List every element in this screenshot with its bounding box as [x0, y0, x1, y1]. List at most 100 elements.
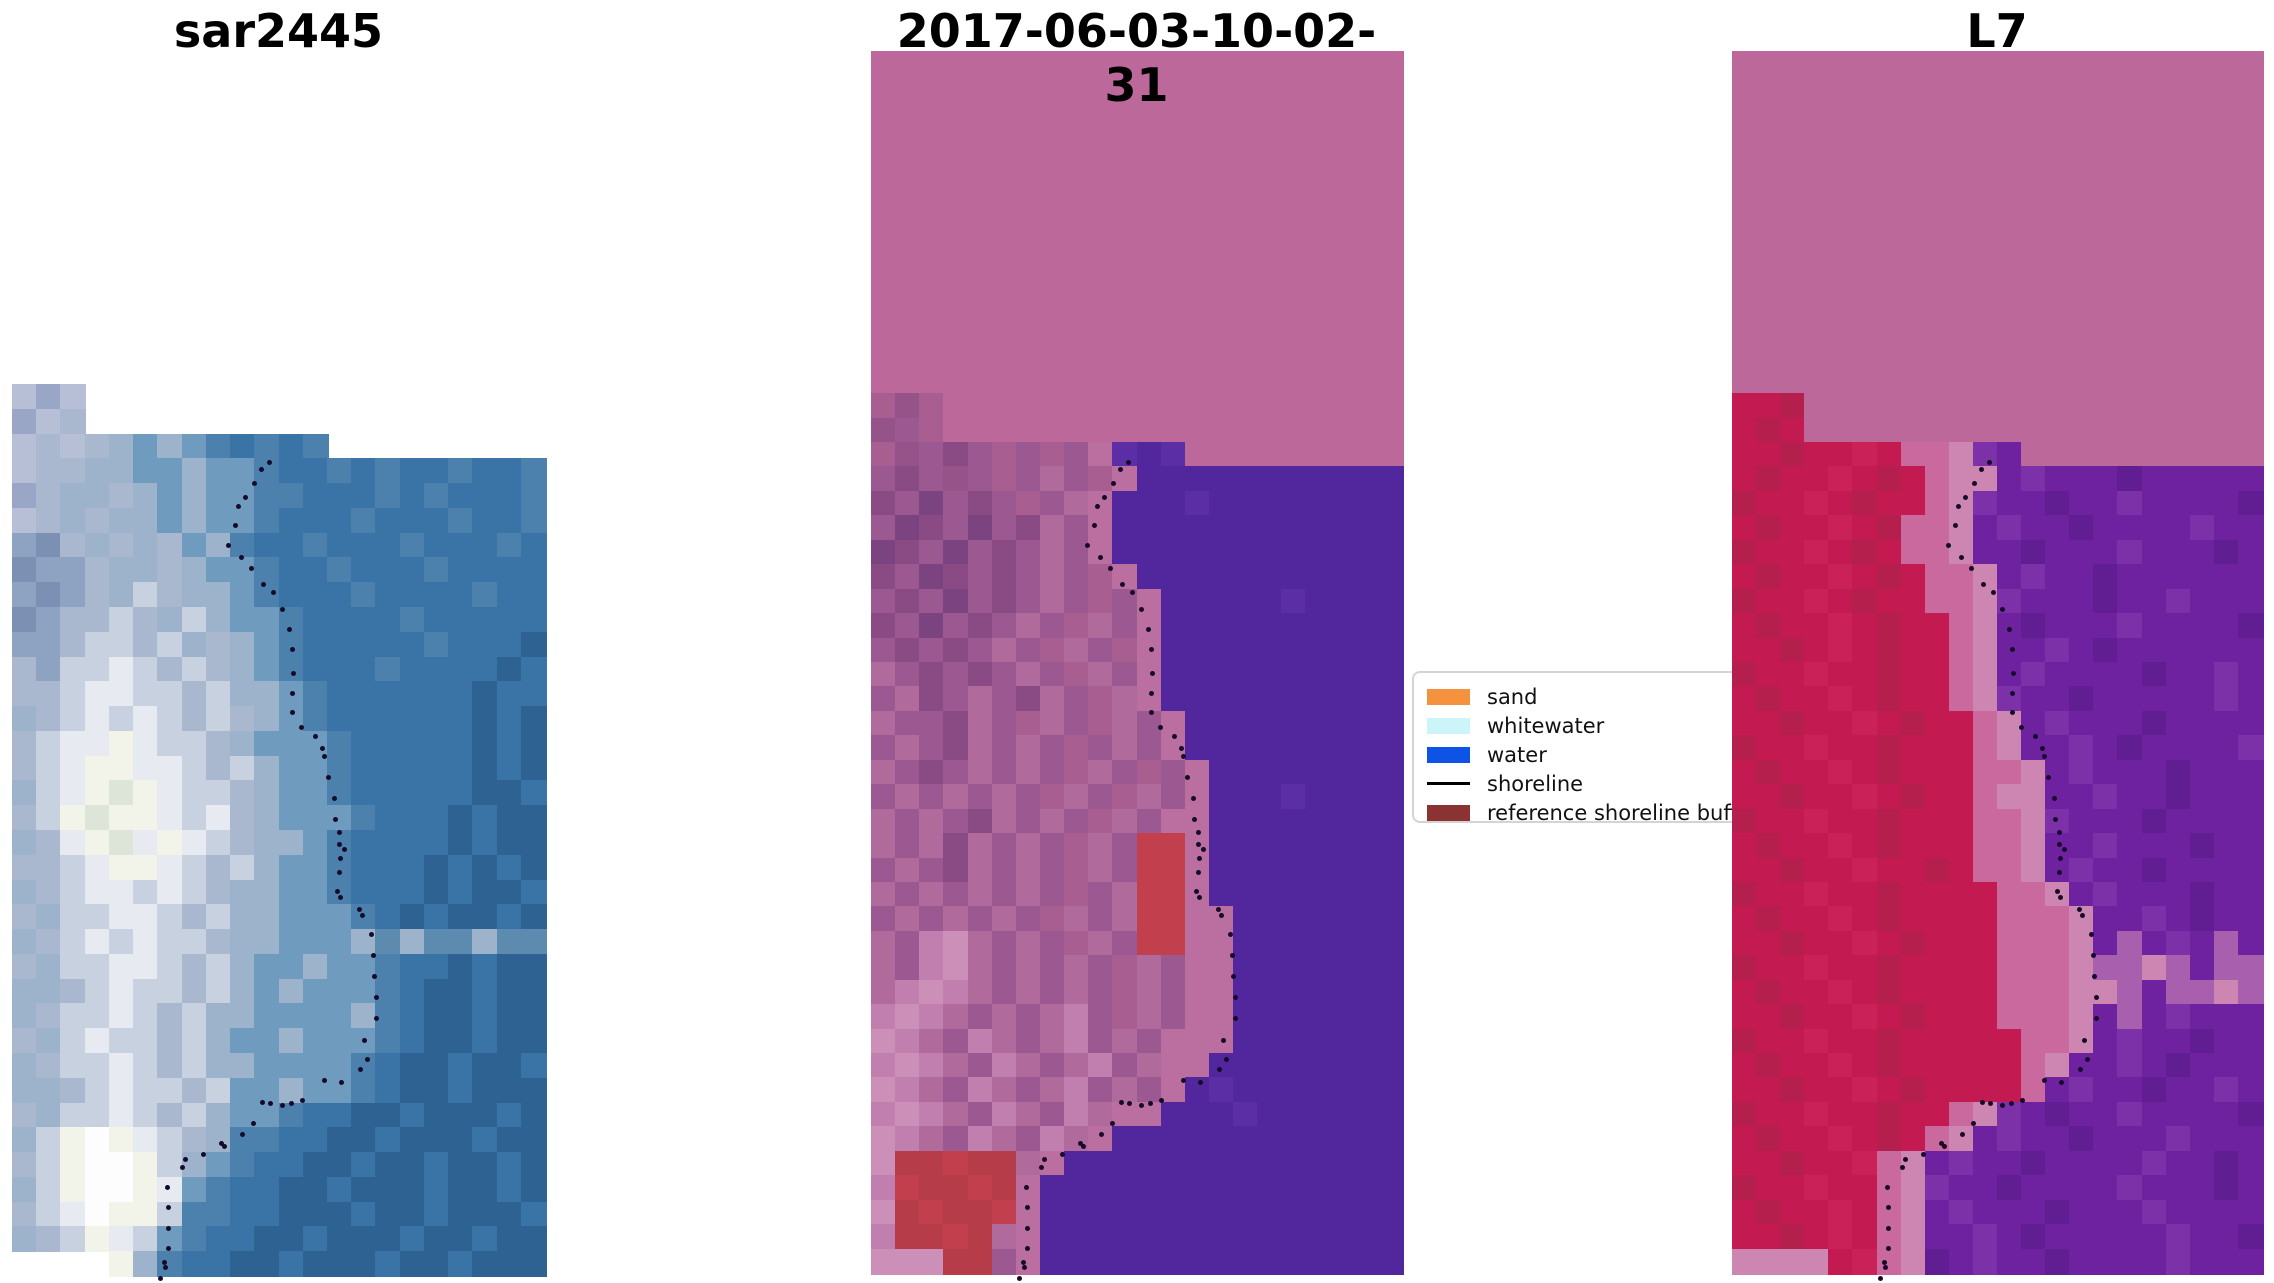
shoreline-dot: [1099, 1132, 1104, 1137]
shoreline-dot: [337, 842, 342, 847]
shoreline-dot: [1078, 1141, 1083, 1146]
shoreline-dot: [2082, 1038, 2087, 1043]
shoreline-dot: [372, 974, 377, 979]
shoreline-dot: [1120, 582, 1125, 587]
shoreline-dot: [1022, 1265, 1027, 1270]
shoreline-dot: [1111, 481, 1116, 486]
shoreline-dot: [2057, 842, 2062, 847]
shoreline-dot: [1021, 1260, 1026, 1265]
shoreline-dot: [1942, 1144, 1947, 1149]
shoreline-dot: [360, 913, 365, 918]
shoreline-dot: [1219, 913, 1224, 918]
shoreline-dot: [243, 495, 248, 500]
shoreline-dot: [358, 1067, 363, 1072]
shoreline-dot: [1185, 775, 1190, 780]
legend-color-swatch: [1427, 688, 1470, 705]
shoreline-dot: [1092, 523, 1097, 528]
shoreline-dot: [267, 460, 272, 465]
shoreline-dot: [332, 796, 337, 801]
shoreline-dot: [1224, 1057, 1229, 1062]
shoreline-dot: [2057, 870, 2062, 875]
shoreline-dot: [1085, 543, 1090, 548]
shoreline-dot: [2058, 856, 2063, 861]
shoreline-dot: [1987, 460, 1992, 465]
shoreline-dot: [2046, 775, 2051, 780]
shoreline-dot: [1025, 1226, 1030, 1231]
shoreline-dot: [1196, 870, 1201, 875]
shoreline-dot: [163, 1265, 168, 1270]
shoreline-dot: [1181, 754, 1186, 759]
shoreline-dot: [183, 1157, 188, 1162]
legend-box: sand whitewater water shoreline reference sh…: [1412, 671, 1784, 823]
shoreline-dot: [2094, 995, 2099, 1000]
shoreline-dot: [222, 1144, 227, 1149]
shoreline-dot: [2052, 796, 2057, 801]
shoreline-dot: [1959, 555, 1964, 560]
shoreline-dot: [320, 746, 325, 751]
shoreline-dot: [1149, 691, 1154, 696]
shoreline-dot: [1042, 1157, 1047, 1162]
shoreline-dot: [180, 1165, 185, 1170]
shoreline-dot: [1900, 1165, 1905, 1170]
shoreline-dot: [1886, 1226, 1891, 1231]
shoreline-dot: [2000, 607, 2005, 612]
shoreline-dot: [1098, 555, 1103, 560]
shoreline-dot: [365, 1057, 370, 1062]
shoreline-dot: [166, 1226, 171, 1231]
shoreline-dot: [158, 1276, 163, 1281]
shoreline-dot: [1196, 830, 1201, 835]
legend-color-swatch: [1427, 804, 1470, 821]
panel-title-l7: L7: [1966, 4, 2028, 58]
shoreline-dot: [2009, 1101, 2014, 1106]
shoreline-dot: [290, 710, 295, 715]
shoreline-dot: [342, 847, 347, 852]
shoreline-dot: [2040, 746, 2045, 751]
shoreline-dot: [1969, 566, 1974, 571]
shoreline-dot: [280, 1103, 285, 1108]
shoreline-dot: [1960, 1132, 1965, 1137]
shoreline-dot: [1139, 1103, 1144, 1108]
shoreline-dot: [1110, 1121, 1115, 1126]
shoreline-dot: [240, 1132, 245, 1137]
shoreline-dot: [2057, 830, 2062, 835]
shoreline-dot: [2007, 627, 2012, 632]
legend-color-swatch: [1427, 717, 1470, 734]
panel-image-sar2445: [12, 384, 547, 1281]
shoreline-dot: [233, 523, 238, 528]
shoreline-dot: [1201, 847, 1206, 852]
shoreline-dot: [1181, 1078, 1186, 1083]
shoreline-dot: [1230, 953, 1235, 958]
shoreline-dot: [2042, 1078, 2047, 1083]
shoreline-dot: [1197, 895, 1202, 900]
shoreline-dot: [291, 671, 296, 676]
shoreline-dot: [1217, 1067, 1222, 1072]
shoreline-dot: [1216, 907, 1221, 912]
shoreline-dot: [1149, 710, 1154, 715]
shoreline-dot: [1882, 1260, 1887, 1265]
shoreline-dot: [1149, 647, 1154, 652]
shoreline-dot: [1158, 725, 1163, 730]
shoreline-dot: [1197, 856, 1202, 861]
legend-item-sand: sand: [1427, 682, 1782, 711]
legend-color-swatch: [1427, 746, 1470, 763]
shoreline-dot: [1956, 504, 1961, 509]
shoreline-dot: [2058, 895, 2063, 900]
shoreline-dot: [1981, 582, 1986, 587]
shoreline-dot: [1198, 1080, 1203, 1085]
shoreline-dot: [1921, 1152, 1926, 1157]
legend-label: reference shoreline buffer: [1487, 800, 1760, 823]
panel-image-l7: [1732, 51, 2264, 1281]
shoreline-dot: [226, 543, 231, 548]
shoreline-dot: [371, 953, 376, 958]
shoreline-dot: [2055, 889, 2060, 894]
shoreline-dot: [369, 932, 374, 937]
shoreline-dot: [313, 734, 318, 739]
legend-item-water: water: [1427, 740, 1782, 769]
shoreline-dot: [239, 555, 244, 560]
shoreline-dot: [1126, 460, 1131, 465]
shoreline-dot: [1988, 1101, 1993, 1106]
legend-label: water: [1487, 742, 1547, 767]
shoreline-dot: [1025, 1246, 1030, 1251]
shoreline-dot: [337, 870, 342, 875]
